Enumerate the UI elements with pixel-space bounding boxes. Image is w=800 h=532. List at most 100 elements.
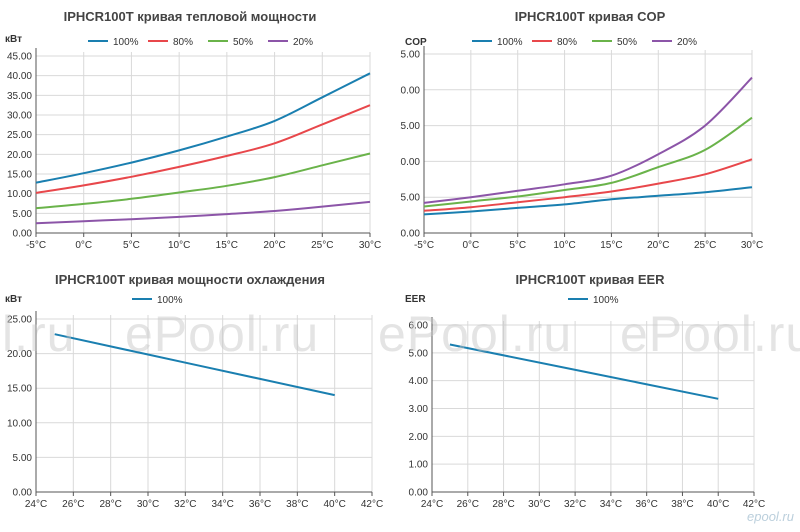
y-tick-label: 20.00 <box>7 150 32 161</box>
series-line-20 <box>35 200 371 225</box>
x-tick-label: 20°C <box>647 240 669 251</box>
x-tick-label: 42°C <box>743 499 765 510</box>
y-tick-label: 30.00 <box>7 111 32 122</box>
cooling-capacity-chart: IPHCR100T кривая мощности охлаждения кВт 1… <box>0 263 400 527</box>
y-axis-label: кВт <box>5 294 22 305</box>
x-tick-label: 10°C <box>168 240 190 251</box>
legend-label-20: 20% <box>677 37 697 48</box>
x-tick-label: 42°C <box>361 499 383 510</box>
x-tick-label: -5°C <box>414 240 434 251</box>
x-tick-label: 28°C <box>492 499 514 510</box>
y-tick-label: 15.00 <box>7 170 32 181</box>
series-line-80 <box>423 158 753 212</box>
x-tick-label: 34°C <box>211 499 233 510</box>
x-tick-label: 38°C <box>671 499 693 510</box>
y-tick-label: 5.00 <box>401 193 421 204</box>
y-tick-label: 25.00 <box>7 130 32 141</box>
x-tick-label: 32°C <box>174 499 196 510</box>
x-tick-label: 40°C <box>707 499 729 510</box>
chart-title: IPHCR100T кривая COP <box>515 9 666 24</box>
series-line-100 <box>423 186 753 216</box>
y-tick-label: 20.00 <box>400 85 420 96</box>
x-tick-label: 36°C <box>635 499 657 510</box>
x-tick-label: 0°C <box>75 240 92 251</box>
chart-title: IPHCR100T кривая тепловой мощности <box>64 9 317 24</box>
series-line-50 <box>423 116 753 208</box>
legend-label-100: 100% <box>497 37 523 48</box>
x-tick-label: 24°C <box>25 499 47 510</box>
x-tick-label: 38°C <box>286 499 308 510</box>
x-tick-label: 10°C <box>553 240 575 251</box>
series-line-100 <box>54 333 335 397</box>
y-tick-label: 0.00 <box>13 488 33 499</box>
x-tick-label: 30°C <box>741 240 763 251</box>
y-tick-label: 15.00 <box>7 384 32 395</box>
series-line-100 <box>35 72 371 184</box>
y-axis-label: кВт <box>5 34 22 45</box>
x-tick-label: 20°C <box>263 240 285 251</box>
x-tick-label: 0°C <box>462 240 479 251</box>
x-tick-label: 24°C <box>421 499 443 510</box>
legend-label-100: 100% <box>593 295 619 306</box>
y-tick-label: 5.00 <box>13 453 33 464</box>
eer-chart: IPHCR100T кривая EER EER 100% 0.00 1.00 2.00 3… <box>400 263 800 527</box>
y-tick-label: 3.00 <box>409 404 429 415</box>
x-tick-label: 26°C <box>62 499 84 510</box>
x-tick-label: 5°C <box>509 240 526 251</box>
y-tick-label: 15.00 <box>400 121 420 132</box>
cop-chart: IPHCR100T кривая COP COP 100% 80% 50% 20% 0.00… <box>395 0 800 263</box>
x-tick-label: 15°C <box>216 240 238 251</box>
x-tick-label: 30°C <box>528 499 550 510</box>
x-tick-label: 30°C <box>137 499 159 510</box>
corner-logo: epool.ru <box>747 509 794 524</box>
chart-title: IPHCR100T кривая EER <box>515 272 665 287</box>
legend-label-20: 20% <box>293 37 313 48</box>
legend-label-50: 50% <box>617 37 637 48</box>
x-tick-label: 28°C <box>99 499 121 510</box>
series-line-20 <box>423 76 753 204</box>
y-tick-label: 40.00 <box>7 71 32 82</box>
x-tick-label: 32°C <box>564 499 586 510</box>
heating-capacity-chart: IPHCR100T кривая тепловой мощности кВт 100… <box>0 0 400 263</box>
legend-label-100: 100% <box>157 295 183 306</box>
x-tick-label: 25°C <box>694 240 716 251</box>
x-tick-label: 30°C <box>359 240 381 251</box>
x-tick-label: 15°C <box>600 240 622 251</box>
x-tick-label: 36°C <box>249 499 271 510</box>
cop-svg: IPHCR100T кривая COP COP 100% 80% 50% 20% 0.00… <box>395 9 763 251</box>
heating-capacity-svg: IPHCR100T кривая тепловой мощности кВт 100… <box>5 9 381 251</box>
y-tick-label: 25.00 <box>7 315 32 326</box>
y-tick-label: 6.00 <box>409 321 429 332</box>
series-line-50 <box>35 152 371 210</box>
y-tick-label: 2.00 <box>409 432 429 443</box>
y-axis-label: COP <box>405 37 427 48</box>
y-tick-label: 35.00 <box>7 91 32 102</box>
x-tick-label: 26°C <box>457 499 479 510</box>
x-tick-label: 34°C <box>600 499 622 510</box>
chart-title: IPHCR100T кривая мощности охлаждения <box>55 272 325 287</box>
y-tick-label: 10.00 <box>7 418 32 429</box>
legend-label-100: 100% <box>113 37 139 48</box>
y-tick-label: 25.00 <box>400 50 420 61</box>
x-tick-label: -5°C <box>26 240 46 251</box>
legend-label-80: 80% <box>173 37 193 48</box>
y-tick-label: 4.00 <box>409 376 429 387</box>
y-tick-label: 45.00 <box>7 52 32 63</box>
y-tick-label: 10.00 <box>7 189 32 200</box>
cooling-capacity-svg: IPHCR100T кривая мощности охлаждения кВт 1… <box>5 272 383 510</box>
y-tick-label: 0.00 <box>409 488 429 499</box>
y-axis-label: EER <box>405 294 426 305</box>
x-tick-label: 25°C <box>311 240 333 251</box>
y-tick-label: 20.00 <box>7 349 32 360</box>
x-tick-label: 5°C <box>123 240 140 251</box>
y-tick-label: 1.00 <box>409 460 429 471</box>
y-tick-label: 5.00 <box>409 348 429 359</box>
legend-label-50: 50% <box>233 37 253 48</box>
eer-svg: IPHCR100T кривая EER EER 100% 0.00 1.00 2.00 3… <box>405 272 765 510</box>
y-tick-label: 0.00 <box>401 229 421 240</box>
series-line-100 <box>449 343 719 400</box>
y-tick-label: 0.00 <box>13 229 33 240</box>
series-line-80 <box>35 104 371 194</box>
x-tick-label: 40°C <box>323 499 345 510</box>
y-tick-label: 10.00 <box>400 157 420 168</box>
